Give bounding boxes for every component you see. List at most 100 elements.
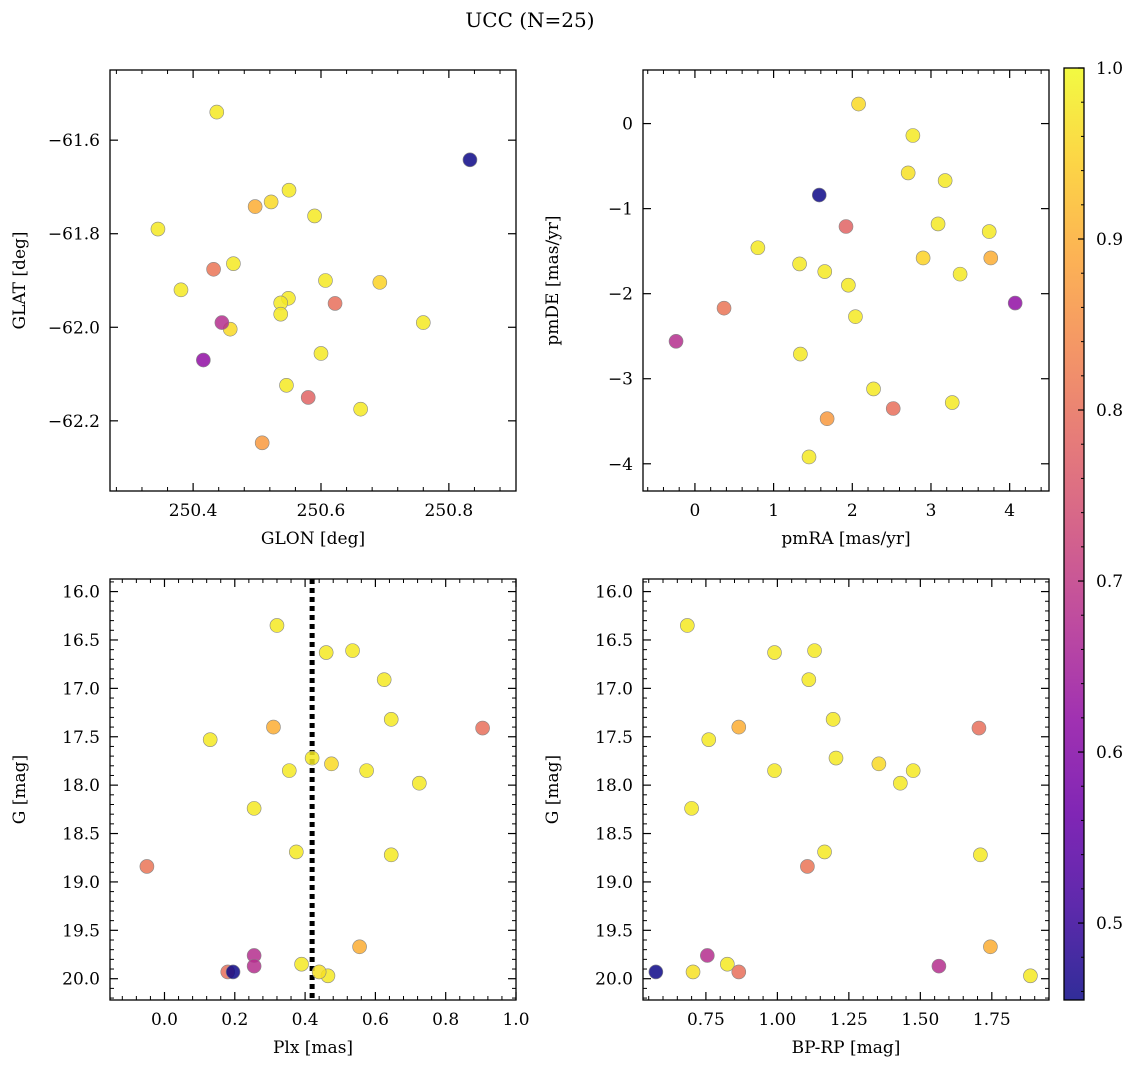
x-tick-label: 250.8 [425, 501, 474, 521]
data-point [263, 194, 279, 210]
y-tick-label: −3 [608, 370, 633, 390]
axes-frame [642, 578, 1050, 1001]
data-point [792, 256, 807, 272]
axes-frame [642, 69, 1050, 492]
y-tick-label: 17.5 [595, 728, 633, 748]
data-point [311, 964, 327, 980]
data-point [281, 763, 297, 778]
x-tick-label: 0.4 [292, 1010, 319, 1030]
data-point [266, 719, 281, 735]
y-tick-label: 17.0 [595, 679, 633, 699]
data-point [294, 956, 309, 972]
data-point [269, 618, 285, 633]
y-tick-label: 19.0 [62, 873, 100, 893]
y-tick-label: −61.6 [48, 131, 100, 151]
data-point [313, 346, 329, 361]
x-tick-label: 0.0 [151, 1010, 178, 1030]
y-tick-label: 19.0 [595, 873, 633, 893]
axes-frame [109, 578, 517, 1001]
x-tick-label: 4 [1004, 501, 1015, 521]
y-tick-label: −62.2 [48, 412, 100, 432]
x-tick-label: 0.8 [432, 1010, 459, 1030]
data-point [353, 401, 368, 417]
colorbar-tick-label: 0.7 [1096, 572, 1123, 592]
data-point [206, 261, 221, 277]
x-tick-label: 250.6 [297, 501, 346, 521]
data-point [983, 250, 999, 266]
data-point [412, 775, 427, 791]
y-tick-label: 19.5 [595, 921, 633, 941]
data-point [327, 296, 343, 311]
data-point [289, 844, 304, 860]
data-point [819, 411, 835, 427]
x-tick-label: 1.0 [502, 1010, 529, 1030]
data-point [720, 956, 735, 972]
y-tick-label: 17.0 [62, 679, 100, 699]
data-point [905, 128, 921, 143]
data-point [383, 712, 399, 727]
data-point [202, 732, 218, 747]
data-point [150, 221, 166, 237]
x-axis-label: pmRA [mas/yr] [781, 529, 910, 549]
x-axis-label: BP-RP [mag] [792, 1038, 901, 1058]
data-point [700, 948, 715, 963]
data-point [971, 720, 987, 736]
x-tick-label: 3 [926, 501, 937, 521]
y-axis-label: GLAT [deg] [10, 231, 30, 329]
data-point [324, 756, 339, 772]
data-point [318, 645, 334, 660]
y-axis-label: G [mag] [543, 755, 563, 824]
y-tick-label: −62.0 [48, 318, 100, 338]
data-point [851, 96, 866, 112]
colorbar: 0.5 0.6 0.7 0.8 0.9 1.0 [1063, 59, 1123, 1001]
data-point [352, 939, 367, 955]
data-point [226, 256, 241, 271]
x-tick-label: 1.25 [830, 1010, 868, 1030]
data-point [372, 275, 388, 290]
data-point [1007, 295, 1023, 311]
data-point [196, 352, 211, 368]
data-point [944, 395, 960, 410]
data-point [680, 618, 695, 633]
data-point [273, 306, 289, 322]
data-point [376, 672, 392, 687]
data-point [300, 390, 316, 405]
data-point [801, 672, 817, 687]
data-point [415, 315, 431, 330]
data-point [848, 309, 863, 324]
data-point [383, 847, 399, 863]
data-point [279, 377, 294, 393]
data-point [900, 165, 916, 181]
data-point [871, 756, 887, 772]
y-tick-label: 16.5 [595, 631, 633, 651]
data-point [214, 315, 230, 330]
colorbar-gradient [1063, 67, 1085, 1001]
y-tick-label: −4 [608, 455, 633, 475]
data-point [209, 104, 225, 120]
data-point [281, 182, 297, 198]
data-point [800, 859, 815, 874]
colorbar-tick-label: 1.0 [1096, 59, 1123, 79]
data-point [893, 775, 908, 791]
x-tick-label: 1 [768, 501, 779, 521]
data-point [716, 300, 732, 316]
panel-1: 250.4 250.6 250.8 −61.6 −61.8 −62.0 −62.2 GLON … [10, 69, 517, 549]
data-point [225, 964, 241, 980]
data-point [139, 859, 155, 874]
data-point [246, 958, 262, 974]
y-axis-label: G [mag] [10, 755, 30, 824]
y-tick-label: 16.5 [62, 631, 100, 651]
data-point [931, 958, 947, 974]
data-point [731, 719, 747, 735]
data-point [731, 964, 747, 980]
data-point [254, 435, 270, 451]
y-tick-label: 17.5 [62, 728, 100, 748]
y-tick-label: 0 [622, 115, 633, 135]
data-point [307, 208, 322, 224]
data-point [685, 964, 701, 980]
panel-4: 0.75 1.00 1.25 1.50 1.75 16.0 16.5 17.0 17.5 18.0… [543, 578, 1050, 1058]
data-point [817, 844, 832, 860]
data-point [841, 277, 856, 293]
x-tick-label: 1.00 [758, 1010, 796, 1030]
